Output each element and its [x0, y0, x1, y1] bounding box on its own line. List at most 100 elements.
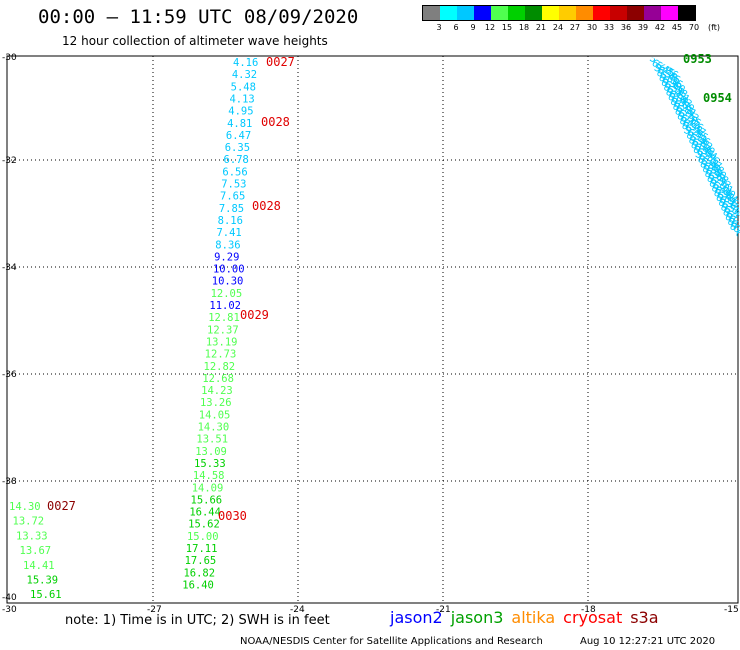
wave-height-value: 10.30: [212, 276, 244, 288]
wave-height-value: 16.40: [182, 579, 214, 591]
wave-height-value: 7.65: [220, 191, 245, 203]
wave-height-value: 12.68: [202, 373, 234, 385]
legend-swatch: [644, 6, 661, 20]
wave-height-value: 8.16: [218, 215, 243, 227]
time-label: 0028: [261, 115, 290, 129]
wave-height-value: 6.49: [729, 218, 740, 240]
legend-swatches: [422, 5, 696, 21]
map-frame: [6, 55, 739, 604]
wave-height-value: 17.11: [186, 543, 218, 555]
page-title: 00:00 – 11:59 UTC 08/09/2020: [38, 6, 359, 28]
wave-height-value: 12.37: [207, 324, 239, 336]
latitude-label: -36: [2, 370, 17, 380]
latitude-label: -30: [2, 53, 17, 63]
footer-note: note: 1) Time is in UTC; 2) SWH is in fe…: [65, 613, 330, 628]
wave-height-value: 6.47: [226, 130, 251, 142]
wave-height-value: 13.72: [13, 516, 45, 528]
legend-label: 33: [603, 23, 615, 32]
wave-height-value: 10.00: [213, 264, 245, 276]
time-label: 0027: [47, 499, 76, 513]
footer-credit: NOAA/NESDIS Center for Satellite Applica…: [240, 636, 543, 647]
latitude-label: -32: [2, 156, 17, 166]
time-label: 0028: [252, 199, 281, 213]
legend-label: 27: [569, 23, 581, 32]
wave-height-value: 9.29: [214, 251, 239, 263]
wave-height-value: 7.53: [221, 179, 246, 191]
wave-height-value: 14.41: [23, 560, 55, 572]
legend-swatch: [508, 6, 525, 20]
wave-height-value: 13.09: [195, 446, 227, 458]
wave-height-value: 7.41: [216, 227, 241, 239]
wave-height-value: 14.30: [9, 501, 41, 513]
wave-height-value: 12.73: [205, 349, 237, 361]
legend-swatch: [423, 6, 440, 20]
wave-height-value: 15.39: [27, 575, 59, 587]
legend-label: 24: [552, 23, 564, 32]
wave-height-value: 15.66: [191, 494, 223, 506]
latitude-label: -34: [2, 263, 17, 273]
wave-height-value: 4.95: [228, 106, 253, 118]
latitude-label: -38: [2, 477, 17, 487]
wave-height-value: 13.67: [20, 545, 52, 557]
wave-height-value: 13.26: [200, 397, 232, 409]
legend-label: 3: [436, 23, 442, 32]
legend-label: 70: [688, 23, 700, 32]
legend-swatch: [542, 6, 559, 20]
wave-height-value: 7.85: [219, 203, 244, 215]
wave-height-value: 14.09: [192, 482, 224, 494]
satellite-legend: jason2 jason3 altika cryosat s3a: [390, 608, 667, 627]
wave-height-value: 14.05: [199, 409, 231, 421]
time-label: 0027: [266, 55, 295, 69]
time-label: 0030: [218, 509, 247, 523]
wave-height-value: 15.33: [194, 458, 226, 470]
footer-timestamp: Aug 10 12:27:21 UTC 2020: [580, 636, 716, 647]
longitude-label: -27: [147, 605, 162, 615]
satellite-altika: altika: [511, 608, 556, 627]
wave-height-value: 17.65: [185, 555, 217, 567]
wave-height-value: 15.61: [30, 589, 62, 601]
legend-swatch: [474, 6, 491, 20]
wave-height-value: 4.16: [233, 57, 258, 69]
wave-height-value: 14.30: [198, 422, 230, 434]
wave-height-value: 16.82: [183, 567, 215, 579]
wave-height-value: 6.31: [731, 223, 740, 245]
wave-height-value: 13.33: [16, 530, 48, 542]
wave-height-value: 12.82: [204, 361, 236, 373]
wave-height-value: 15.00: [187, 531, 219, 543]
satellite-cryosat: cryosat: [563, 608, 623, 627]
legend-swatch: [576, 6, 593, 20]
latitude-label: -40: [2, 593, 17, 603]
wave-height-value: 4.81: [227, 118, 252, 130]
time-label: 0954: [703, 91, 732, 105]
legend-swatch: [525, 6, 542, 20]
wave-height-value: 13.51: [196, 434, 228, 446]
longitude-label: -24: [290, 605, 305, 615]
time-label: 0029: [240, 308, 269, 322]
wave-height-value: 15.62: [188, 519, 220, 531]
legend-label: 21: [535, 23, 547, 32]
legend-label: 36: [620, 23, 632, 32]
legend-labels: (ft) 3 6 9 12 15 18 21 24 27 30 33 36 39 42 45 70: [422, 23, 720, 35]
legend-swatch: [610, 6, 627, 20]
satellite-jason3: jason3: [450, 608, 504, 627]
legend-swatch: [440, 6, 457, 20]
satellite-jason2: jason2: [390, 608, 443, 627]
wave-height-value: 6.35: [225, 142, 250, 154]
wave-height-value: 12.81: [208, 312, 240, 324]
legend-label: 30: [586, 23, 598, 32]
wave-height-value: 14.58: [193, 470, 225, 482]
page-subtitle: 12 hour collection of altimeter wave hei…: [62, 34, 328, 48]
legend-unit: (ft): [708, 23, 721, 32]
wave-height-value: 4.32: [232, 69, 257, 81]
wave-height-value: 6.56: [222, 166, 247, 178]
legend-swatch: [593, 6, 610, 20]
legend-swatch: [491, 6, 508, 20]
longitude-label: -30: [2, 605, 17, 615]
wave-height-value: 14.23: [201, 385, 233, 397]
legend-swatch: [559, 6, 576, 20]
wave-height-value: 16.44: [189, 507, 221, 519]
legend-label: 6: [453, 23, 459, 32]
wave-height-value: 4.13: [229, 93, 254, 105]
